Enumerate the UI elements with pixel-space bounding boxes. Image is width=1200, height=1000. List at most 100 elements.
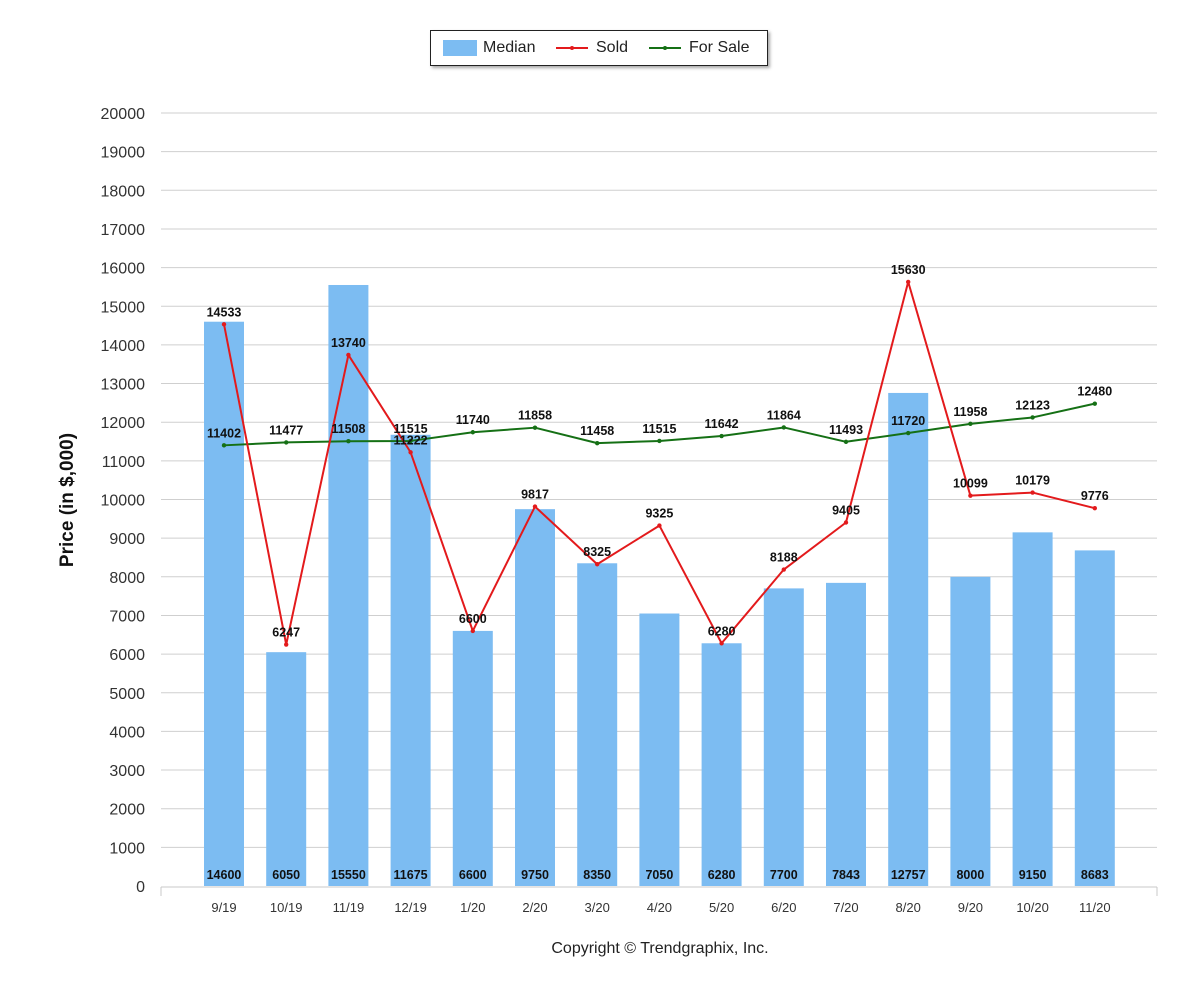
sold-value-label: 6280 [708, 624, 736, 638]
legend-swatch-sold [556, 42, 588, 54]
y-tick-label: 13000 [101, 377, 146, 394]
y-tick-label: 6000 [109, 647, 145, 664]
bar-value-label: 8350 [583, 868, 611, 882]
legend-swatch-for-sale [649, 42, 681, 54]
legend: Median Sold For Sale [430, 30, 768, 66]
sold-value-label: 8325 [583, 545, 611, 559]
y-tick-label: 18000 [101, 183, 146, 200]
sold-value-label: 11222 [394, 433, 428, 447]
bar-value-label: 11675 [394, 868, 428, 882]
bar-value-label: 9150 [1019, 868, 1047, 882]
x-tick-label: 4/20 [647, 900, 672, 915]
sold-point [595, 562, 600, 567]
sold-point [221, 322, 227, 327]
legend-item-for-sale[interactable]: For Sale [649, 31, 749, 65]
sold-value-label: 14533 [207, 305, 242, 319]
sold-point [781, 567, 786, 572]
bar-value-label: 8683 [1081, 868, 1109, 882]
for-sale-point [1092, 401, 1098, 406]
x-tick-label: 9/20 [958, 900, 983, 915]
sold-value-label: 10099 [953, 477, 988, 491]
sold-point [719, 641, 724, 646]
for-sale-value-label: 11402 [207, 426, 241, 440]
for-sale-value-label: 11858 [518, 409, 552, 423]
bar-value-label: 15550 [331, 868, 366, 882]
for-sale-value-label: 11508 [331, 422, 365, 436]
bar-value-label: 6600 [459, 868, 487, 882]
y-tick-label: 10000 [101, 493, 146, 510]
legend-label-median: Median [483, 39, 536, 56]
sold-value-label: 6247 [272, 626, 300, 640]
sold-value-label: 13740 [331, 336, 366, 350]
y-tick-label: 3000 [109, 763, 145, 780]
y-tick-label: 5000 [109, 686, 145, 703]
for-sale-value-label: 11515 [642, 422, 676, 436]
y-tick-label: 20000 [101, 106, 146, 123]
sold-point [843, 520, 849, 525]
for-sale-point [221, 443, 227, 448]
y-tick-label: 12000 [101, 415, 146, 432]
bar-value-label: 7700 [770, 868, 798, 882]
sold-point [470, 628, 475, 634]
bar-median [888, 392, 929, 886]
sold-point [346, 352, 351, 358]
for-sale-point [968, 421, 973, 427]
bar-median [452, 630, 493, 886]
for-sale-value-label: 11720 [891, 414, 925, 428]
for-sale-point [284, 440, 289, 445]
x-tick-label: 7/20 [833, 900, 858, 915]
for-sale-point [346, 439, 351, 444]
x-tick-label: 1/20 [460, 900, 485, 915]
x-tick-label: 11/20 [1079, 900, 1111, 915]
sold-value-label: 15630 [891, 263, 926, 277]
y-tick-label: 9000 [109, 531, 145, 548]
y-axis-title: Price (in $,000) [57, 432, 78, 568]
bar-median [328, 284, 369, 886]
copyright-text: Copyright © Trendgraphix, Inc. [551, 940, 769, 957]
y-tick-label: 15000 [101, 299, 146, 316]
x-tick-label: 6/20 [771, 900, 796, 915]
for-sale-value-label: 11493 [829, 423, 863, 437]
for-sale-value-label: 12480 [1077, 385, 1112, 399]
bar-value-label: 12757 [891, 868, 926, 882]
x-tick-label: 9/19 [211, 900, 236, 915]
x-tick-label: 5/20 [709, 900, 734, 915]
for-sale-value-label: 11458 [580, 424, 614, 438]
for-sale-point [657, 438, 662, 444]
y-tick-label: 0 [136, 879, 145, 896]
sold-point [657, 523, 662, 528]
sold-point [532, 504, 538, 509]
bar-median [763, 588, 804, 886]
bar-median [950, 576, 991, 886]
y-tick-label: 17000 [101, 222, 146, 239]
y-tick-label: 16000 [101, 261, 146, 278]
bar-median [266, 652, 307, 886]
x-tick-label: 8/20 [896, 900, 921, 915]
legend-item-sold[interactable]: Sold [556, 31, 628, 65]
bar-value-label: 8000 [956, 868, 984, 882]
for-sale-point [906, 430, 911, 436]
legend-item-median[interactable]: Median [443, 31, 535, 65]
bar-value-label: 6050 [272, 868, 300, 882]
bar-median [826, 582, 866, 886]
sold-point [1092, 505, 1098, 511]
x-tick-label: 10/20 [1016, 900, 1049, 915]
sold-value-label: 9776 [1081, 489, 1109, 503]
sold-point [968, 493, 973, 498]
sold-point [284, 642, 289, 647]
y-tick-label: 4000 [109, 724, 145, 741]
sold-value-label: 9405 [832, 503, 860, 517]
sold-point [1030, 490, 1035, 495]
for-sale-value-label: 11477 [269, 423, 303, 437]
for-sale-point [470, 430, 475, 435]
y-tick-label: 2000 [109, 802, 145, 819]
for-sale-value-label: 12123 [1015, 398, 1050, 412]
bar-median [639, 613, 680, 886]
y-tick-label: 8000 [109, 570, 145, 587]
for-sale-value-label: 11864 [767, 408, 801, 422]
bar-median [1012, 532, 1053, 886]
legend-swatch-median [443, 40, 477, 56]
x-tick-label: 10/19 [270, 900, 303, 915]
